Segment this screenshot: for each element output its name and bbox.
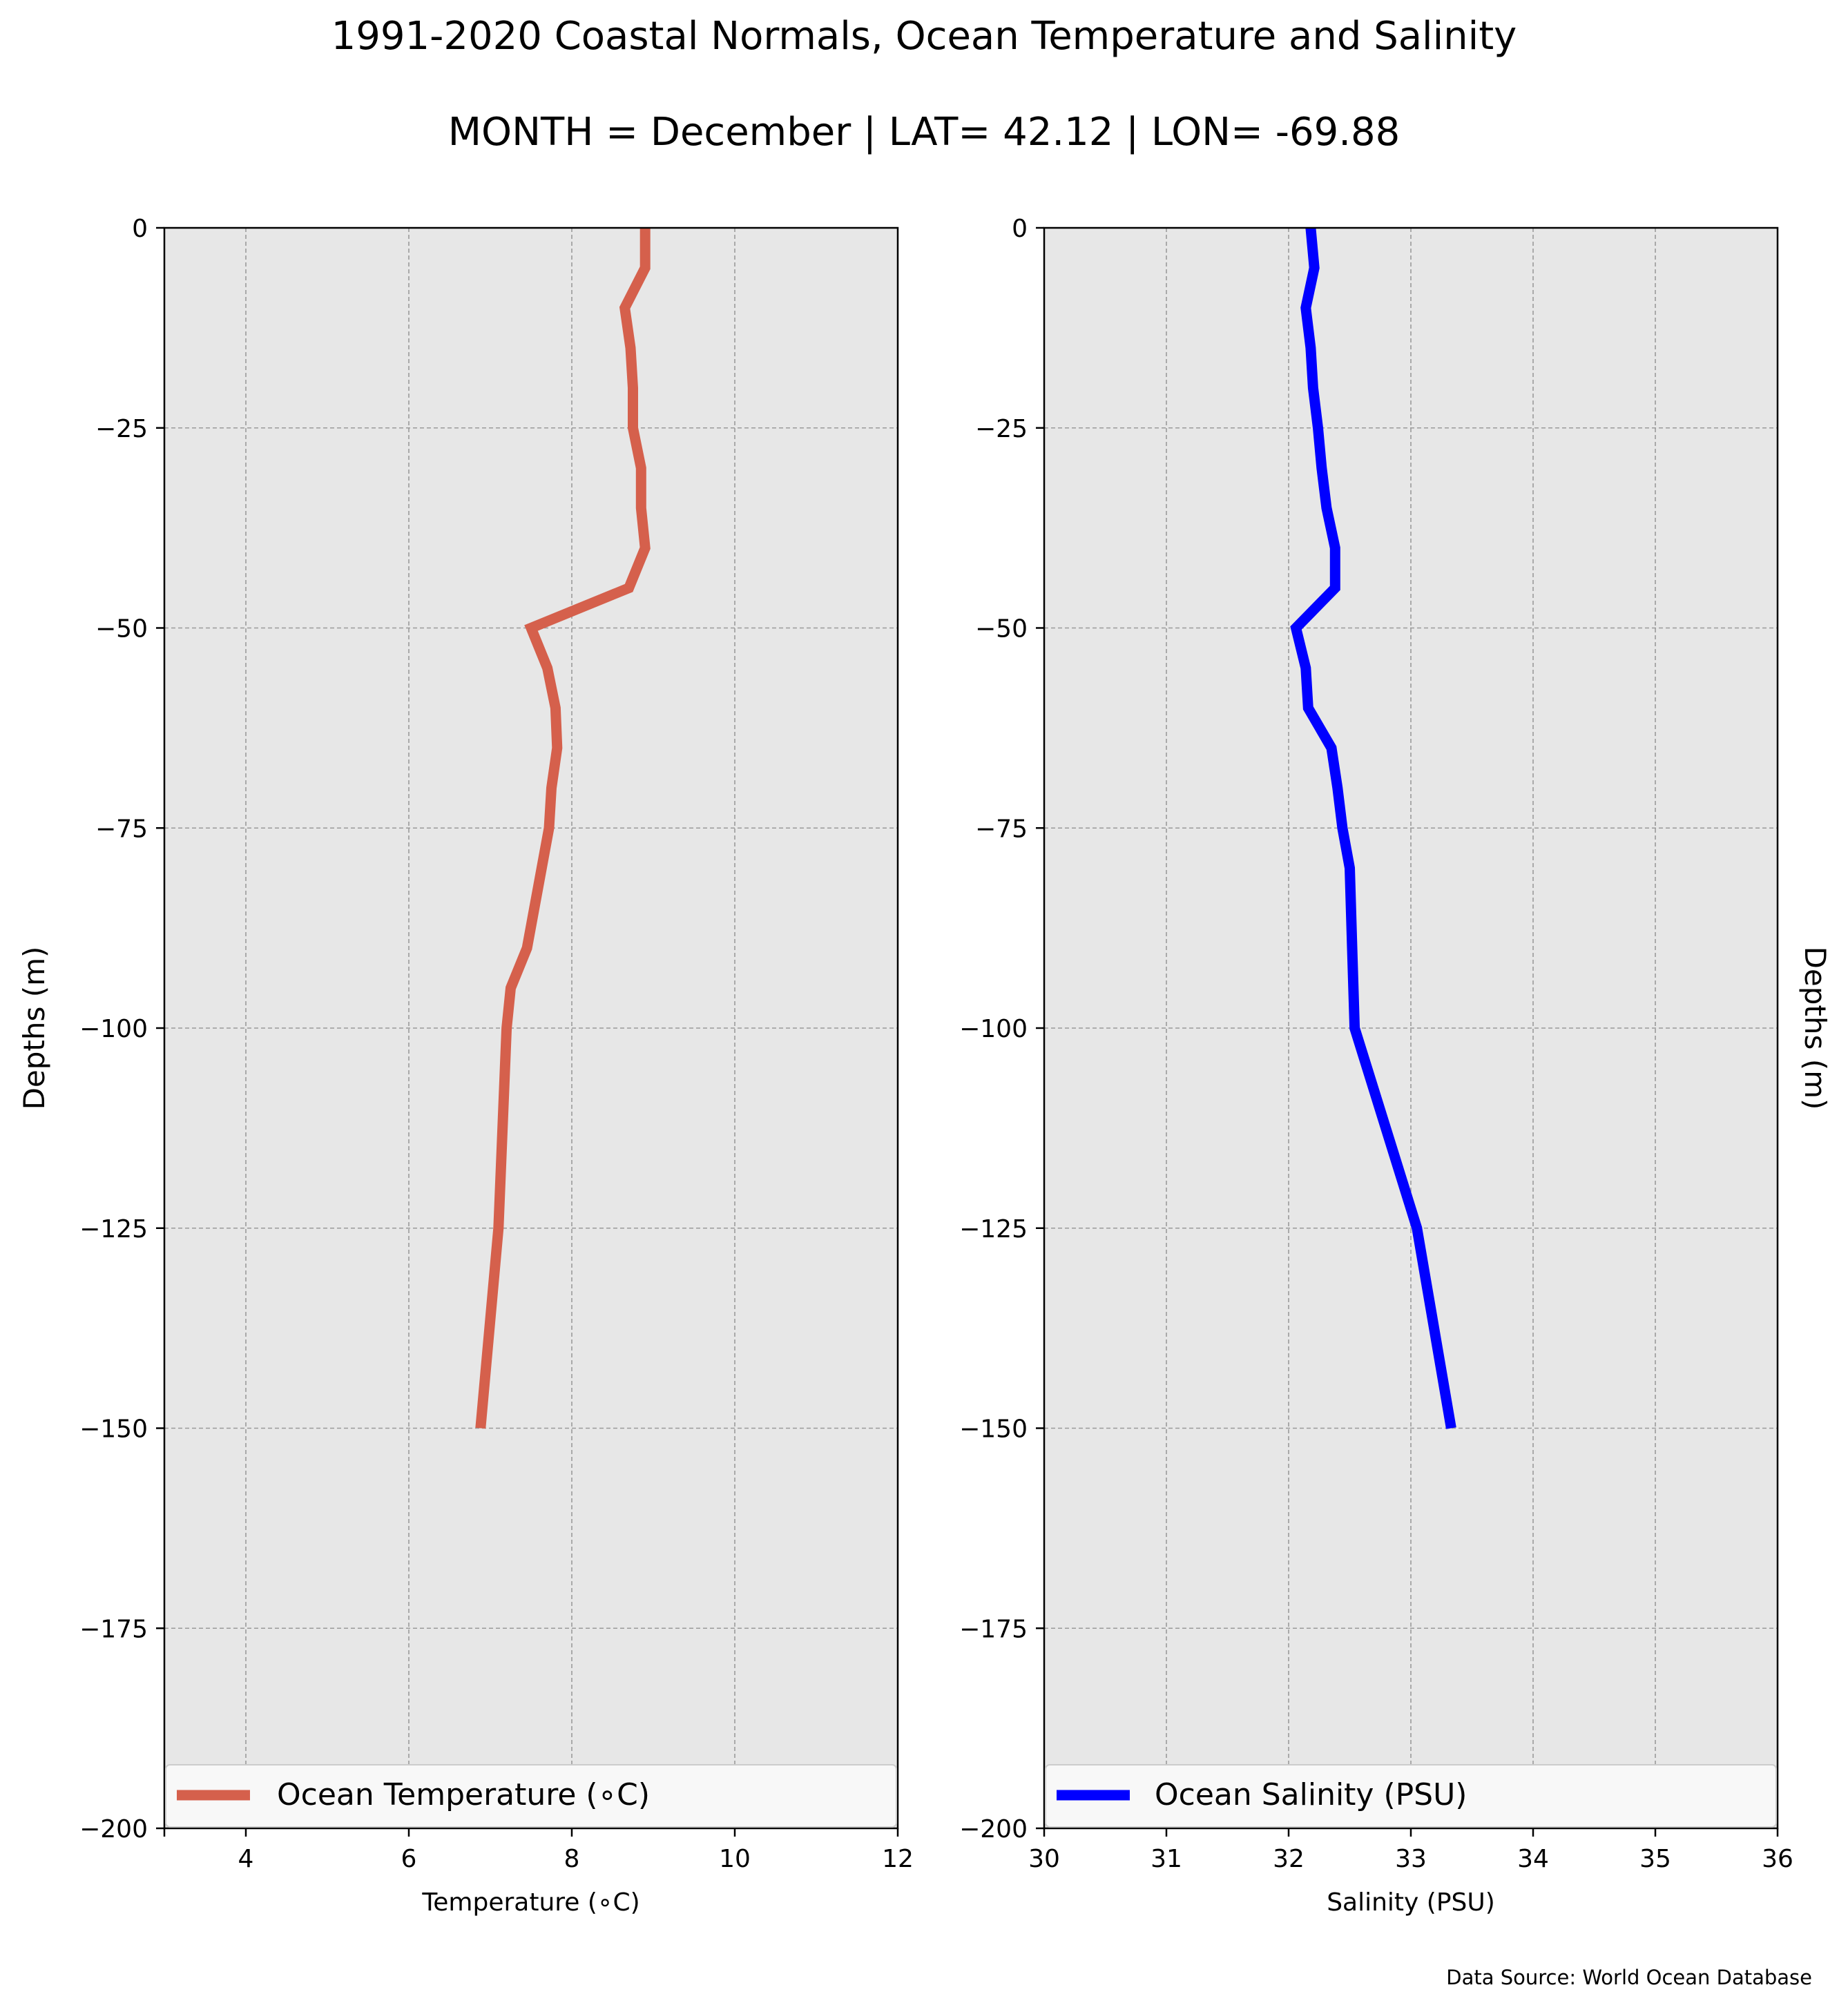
data-source-note: Data Source: World Ocean Database: [1446, 1966, 1812, 1989]
temperature-legend-box: [165, 1764, 897, 1828]
salinity-y-tick-label: −175: [959, 1615, 1028, 1643]
temperature-x-tick-label: 10: [719, 1845, 751, 1873]
salinity-x-tick-label: 35: [1639, 1845, 1671, 1873]
salinity-x-tick-label: 36: [1762, 1845, 1793, 1873]
temperature-y-axis-label: Depths (m): [17, 947, 51, 1110]
salinity-x-tick-label: 30: [1028, 1845, 1060, 1873]
temperature-x-axis-label: Temperature (∘C): [421, 1888, 639, 1917]
temperature-x-tick-label: 6: [401, 1845, 417, 1873]
salinity-x-ticks: 30 31 32 33 34 35 36: [1028, 1828, 1793, 1873]
salinity-y-tick-label: −100: [959, 1015, 1028, 1043]
salinity-x-tick-label: 31: [1151, 1845, 1182, 1873]
temperature-chart: 4 6 8 10 12 0 −25 −50 −75 −100 −125 −150 −175 −200 T…: [17, 215, 914, 1917]
salinity-y-axis-label: Depths (m): [1798, 947, 1832, 1110]
salinity-y-ticks: 0 −25 −50 −75 −100 −125 −150 −175 −200: [959, 215, 1044, 1844]
salinity-x-tick-label: 34: [1517, 1845, 1549, 1873]
temperature-y-tick-label: 0: [132, 215, 148, 243]
figure-title: 1991-2020 Coastal Normals, Ocean Tempera…: [331, 14, 1517, 59]
salinity-y-tick-label: −200: [959, 1815, 1028, 1844]
salinity-y-tick-label: −125: [959, 1215, 1028, 1244]
temperature-legend-label: Ocean Temperature (∘C): [277, 1777, 650, 1812]
temperature-y-tick-label: −150: [79, 1415, 148, 1444]
salinity-y-tick-label: 0: [1012, 215, 1028, 243]
temperature-y-tick-label: −125: [79, 1215, 148, 1244]
temperature-y-tick-label: −100: [79, 1015, 148, 1043]
temperature-y-tick-label: −75: [95, 815, 148, 843]
temperature-series-line: [475, 228, 651, 1429]
temperature-x-tick-label: 4: [238, 1845, 254, 1873]
temperature-x-ticks: 4 6 8 10 12: [163, 1828, 914, 1873]
salinity-legend-box: [1045, 1764, 1777, 1828]
salinity-x-tick-label: 33: [1395, 1845, 1427, 1873]
salinity-y-tick-label: −75: [975, 815, 1028, 843]
temperature-y-tick-label: −200: [79, 1815, 148, 1844]
salinity-y-tick-label: −150: [959, 1415, 1028, 1444]
temperature-y-ticks: 0 −25 −50 −75 −100 −125 −150 −175 −200: [79, 215, 164, 1844]
temperature-y-tick-label: −175: [79, 1615, 148, 1643]
salinity-series-line: [1290, 227, 1456, 1429]
salinity-y-tick-label: −50: [975, 615, 1028, 644]
salinity-legend: Ocean Salinity (PSU): [1045, 1764, 1777, 1828]
salinity-x-axis-label: Salinity (PSU): [1327, 1888, 1495, 1917]
salinity-gridlines: [1044, 228, 1778, 1828]
temperature-x-tick-label: 8: [564, 1845, 580, 1873]
salinity-legend-label: Ocean Salinity (PSU): [1155, 1777, 1467, 1812]
temperature-y-tick-label: −50: [95, 615, 148, 644]
figure-subtitle: MONTH = December | LAT= 42.12 | LON= -69…: [448, 110, 1401, 155]
temperature-y-tick-label: −25: [95, 415, 148, 443]
salinity-y-tick-label: −25: [975, 415, 1028, 443]
temperature-legend: Ocean Temperature (∘C): [165, 1764, 897, 1828]
salinity-chart: 30 31 32 33 34 35 36 0 −25 −50 −75 −100 −125 −150 −17…: [959, 215, 1832, 1917]
salinity-x-tick-label: 32: [1273, 1845, 1305, 1873]
temperature-x-tick-label: 12: [882, 1845, 914, 1873]
